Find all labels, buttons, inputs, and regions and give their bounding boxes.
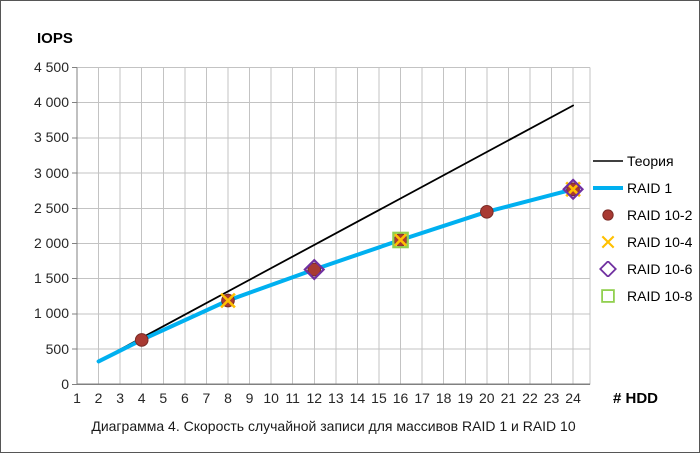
legend-label: Теория (627, 152, 674, 169)
y-tick-label: 1 000 (33, 305, 69, 322)
x-tick-label: 7 (202, 390, 211, 406)
y-tick-label: 3 500 (33, 129, 69, 146)
legend-item-raid10-2: RAID 10-2 (592, 201, 692, 228)
y-tick-label: 4 500 (33, 59, 69, 75)
square-marker-icon (592, 288, 624, 304)
y-tick-label: 3 000 (33, 164, 69, 181)
circle-marker-icon (592, 207, 624, 223)
legend-label: RAID 10-2 (627, 206, 693, 223)
x-tick-label: 8 (224, 390, 232, 406)
thick-line-swatch-icon (592, 180, 624, 196)
x-tick-label: 2 (94, 390, 103, 406)
x-axis-title: # HDD (613, 390, 659, 407)
x-tick-label: 13 (328, 390, 344, 406)
y-tick-label: 0 (61, 375, 69, 392)
x-tick-label: 19 (457, 390, 474, 406)
diamond-marker-icon (592, 259, 624, 278)
x-tick-label: 22 (522, 390, 538, 406)
y-tick-label: 2 000 (33, 235, 69, 251)
x-tick-label: 16 (392, 390, 409, 406)
x-tick-label: 21 (500, 390, 517, 406)
y-tick-label: 4 000 (33, 94, 69, 111)
legend-label: RAID 10-4 (627, 233, 693, 250)
x-tick-label: 23 (543, 390, 560, 406)
x-tick-label: 6 (180, 390, 189, 406)
x-tick-label: 20 (479, 390, 495, 406)
line-swatch-icon (592, 153, 624, 169)
x-tick-label: 10 (263, 390, 279, 406)
legend-item-raid10-6: RAID 10-6 (592, 255, 692, 282)
legend-item-teoriya: Теория (592, 147, 692, 174)
legend-label: RAID 10-8 (627, 287, 693, 304)
y-tick-label: 1 500 (33, 270, 69, 287)
x-tick-label: 24 (565, 390, 581, 406)
y-tick-label: 2 500 (33, 199, 69, 216)
legend-label: RAID 10-6 (627, 260, 693, 277)
x-tick-label: 15 (371, 390, 387, 406)
x-marker-icon (592, 234, 624, 250)
y-axis-title: IOPS (37, 30, 73, 47)
y-tick-label: 500 (45, 340, 69, 357)
legend-label: RAID 1 (627, 179, 673, 196)
x-tick-label: 3 (116, 390, 125, 406)
x-tick-label: 12 (306, 390, 323, 406)
legend: Теория RAID 1 RAID 10-2 RAID 10-4 RAID 1… (592, 147, 692, 309)
x-tick-label: 5 (159, 390, 168, 406)
x-tick-label: 17 (414, 390, 430, 406)
x-tick-label: 9 (245, 390, 254, 406)
chart-caption: Диаграмма 4. Скорость случайной записи д… (91, 418, 576, 434)
legend-item-raid10-8: RAID 10-8 (592, 282, 692, 309)
x-tick-label: 4 (137, 390, 146, 406)
x-tick-label: 1 (73, 390, 81, 406)
legend-item-raid1: RAID 1 (592, 174, 692, 201)
x-tick-label: 11 (285, 390, 300, 406)
x-tick-label: 18 (435, 390, 452, 406)
legend-item-raid10-4: RAID 10-4 (592, 228, 692, 255)
x-tick-label: 14 (349, 390, 366, 406)
